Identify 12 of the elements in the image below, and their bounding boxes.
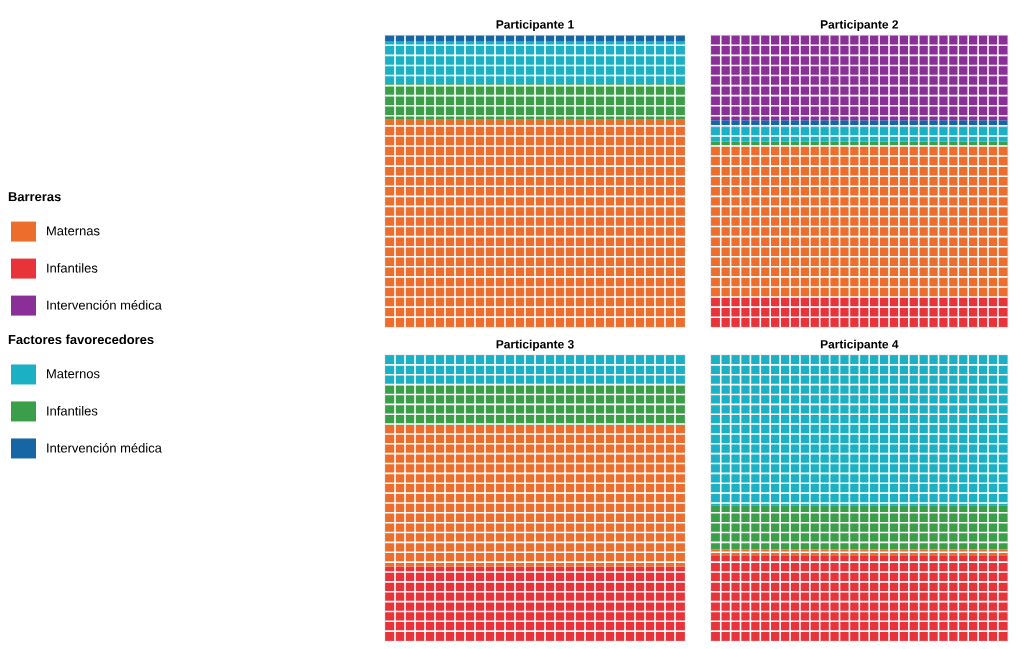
legend-label: Maternas: [47, 226, 100, 236]
legend-label: Infantiles: [47, 406, 98, 416]
legend-label: Intervención médica: [47, 300, 162, 310]
legend-title: Barreras: [8, 192, 61, 202]
chart-title: Participante 1: [496, 19, 574, 32]
chart-title: Participante 4: [820, 339, 899, 351]
legend-label: Infantiles: [47, 263, 98, 273]
legend-label: Maternos: [47, 369, 100, 379]
legend-label: Intervención médica: [47, 442, 162, 453]
text: Factores favorecedores: [8, 334, 154, 345]
chart-title: Participante 3: [496, 339, 574, 351]
chart-title: Participante 2: [820, 19, 899, 32]
